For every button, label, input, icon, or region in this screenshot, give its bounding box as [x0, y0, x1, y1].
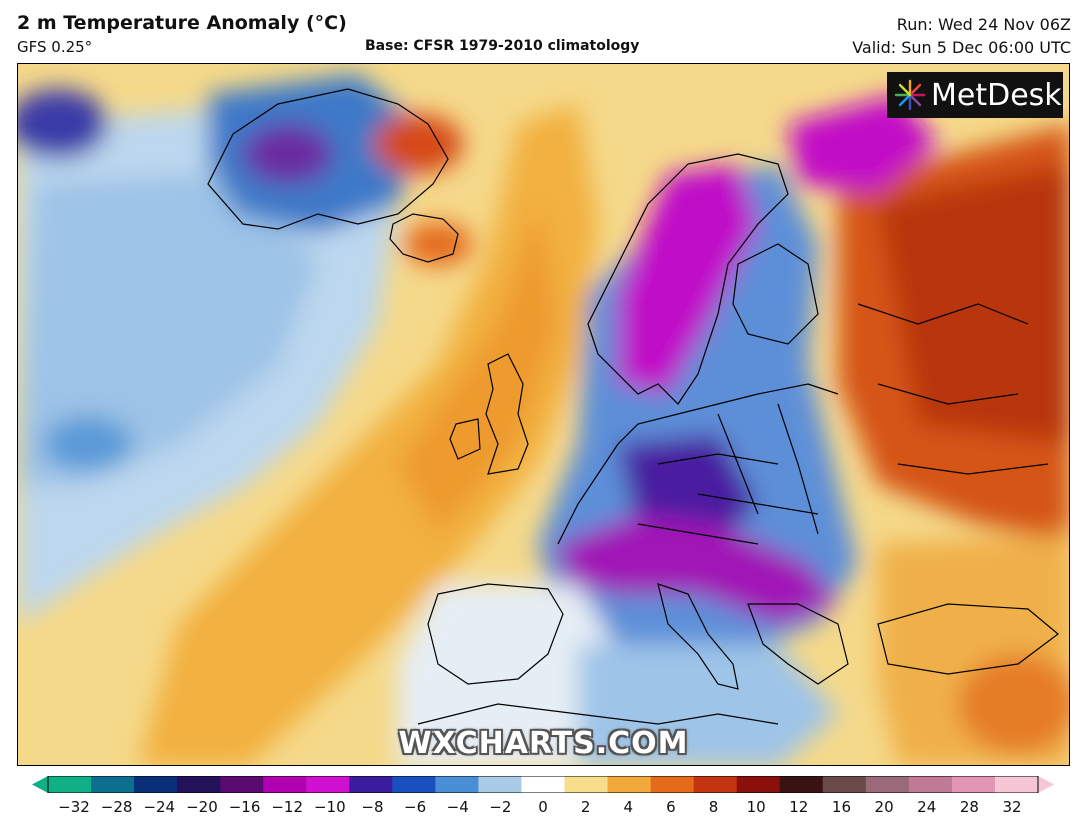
colorbar-tick-label: −32 — [58, 798, 90, 816]
colorbar-segment — [478, 776, 523, 793]
run-time-label: Run: Wed 24 Nov 06Z — [896, 15, 1071, 34]
colorbar-right-arrow — [1038, 776, 1054, 793]
logo-text: MetDesk — [931, 77, 1062, 113]
colorbar-tick-label: 28 — [959, 798, 979, 816]
colorbar-tick-label: 12 — [789, 798, 809, 816]
colorbar-tick-label: −2 — [489, 798, 512, 816]
colorbar — [32, 776, 1054, 793]
colorbar-segment — [650, 776, 695, 793]
colorbar-tick-label: 32 — [1002, 798, 1022, 816]
map-title: 2 m Temperature Anomaly (°C) — [17, 12, 347, 34]
colorbar-tick-label: 8 — [708, 798, 719, 816]
colorbar-tick-label: 20 — [874, 798, 894, 816]
colorbar-tick-label: 6 — [666, 798, 676, 816]
colorbar-tick-label: −4 — [446, 798, 469, 816]
colorbar-segment — [48, 776, 92, 793]
colorbar-left-arrow — [32, 776, 48, 793]
colorbar-tick-label: 24 — [917, 798, 937, 816]
colorbar-segment — [865, 776, 910, 793]
wxcharts-watermark: WXCHARTS.COM — [398, 726, 689, 761]
colorbar-segment — [693, 776, 738, 793]
model-label: GFS 0.25° — [17, 38, 93, 56]
colorbar-segment — [822, 776, 867, 793]
colorbar-tick-label: 0 — [538, 798, 548, 816]
colorbar-segment — [349, 776, 393, 793]
colorbar-segment — [134, 776, 178, 793]
colorbar-tick-label: −10 — [313, 798, 346, 816]
colorbar-segment — [908, 776, 953, 793]
temperature-anomaly-map[interactable]: MetDesk WXCHARTS.COM — [17, 63, 1070, 766]
colorbar-segment — [607, 776, 652, 793]
colorbar-segment — [564, 776, 609, 793]
colorbar-segment — [306, 776, 350, 793]
metdesk-logo: MetDesk — [887, 72, 1063, 118]
colorbar-segment — [91, 776, 135, 793]
colorbar-tick-label: 4 — [623, 798, 634, 816]
colorbar-segment — [392, 776, 436, 793]
colorbar-tick-label: −8 — [361, 798, 384, 816]
map-canvas — [18, 64, 1069, 765]
colorbar-segment — [220, 776, 264, 793]
colorbar-tick-label: 16 — [831, 798, 851, 816]
colorbar-tick-label: −6 — [404, 798, 427, 816]
starburst-icon — [894, 79, 926, 111]
colorbar-segment — [779, 776, 824, 793]
colorbar-tick-label: −20 — [186, 798, 218, 816]
colorbar-tick-label: −16 — [228, 798, 261, 816]
colorbar-tick-label: −12 — [271, 798, 303, 816]
colorbar-tick-label: 10 — [746, 798, 766, 816]
colorbar-tick-label: 2 — [580, 798, 591, 816]
colorbar-segment — [435, 776, 480, 793]
colorbar-tick-label: −24 — [143, 798, 176, 816]
colorbar-segment — [263, 776, 307, 793]
colorbar-segment — [736, 776, 781, 793]
colorbar-segment — [177, 776, 221, 793]
colorbar-segment — [951, 776, 996, 793]
coastlines — [207, 88, 1059, 725]
climatology-base-label: Base: CFSR 1979-2010 climatology — [365, 38, 640, 54]
colorbar-segment — [994, 776, 1039, 793]
colorbar-segment — [521, 776, 566, 793]
colorbar-tick-label: −28 — [100, 798, 133, 816]
valid-time-label: Valid: Sun 5 Dec 06:00 UTC — [852, 38, 1071, 57]
